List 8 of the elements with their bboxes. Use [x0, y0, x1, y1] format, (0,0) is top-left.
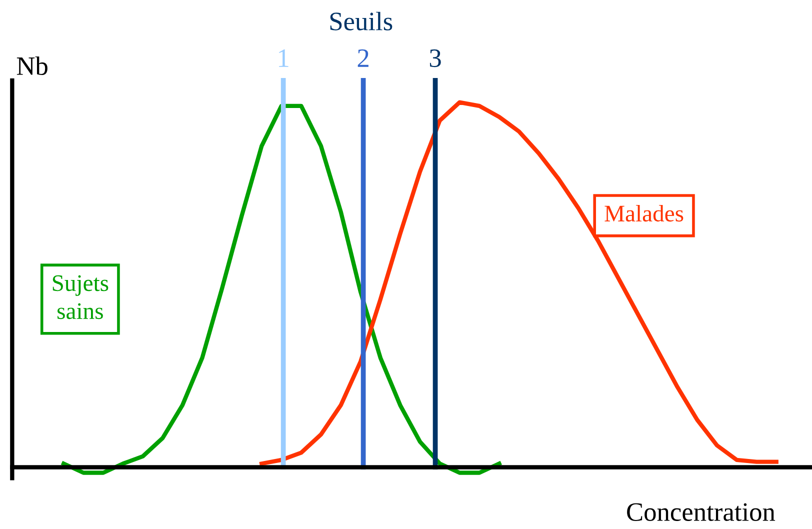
- text: Seuils: [330, 12, 392, 30]
- x-axis-title: Concentration: [627, 503, 776, 521]
- y-axis-title: Nb: [16, 56, 48, 76]
- text: 3: [430, 49, 441, 68]
- text: 1: [279, 49, 288, 67]
- text: 2: [358, 49, 368, 67]
- series-label: Malades: [604, 204, 684, 222]
- text: Sujets sains: [52, 275, 108, 320]
